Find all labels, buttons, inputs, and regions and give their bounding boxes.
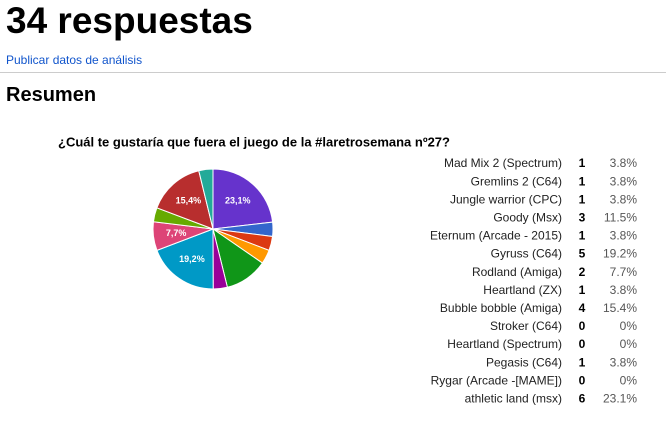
percentage: 3.8%: [610, 192, 638, 206]
response-count: 3: [579, 210, 586, 224]
percentage: 19.2%: [603, 247, 637, 261]
percentage: 23.1%: [603, 391, 637, 405]
percentage: 7.7%: [610, 265, 638, 279]
pie-slice: [198, 168, 214, 230]
legend-label: Heartland (ZX): [483, 283, 562, 297]
legend-label: Gyruss (C64): [491, 247, 562, 261]
pie-slice: [156, 228, 214, 290]
slice-label: 7,7%: [166, 228, 187, 238]
legend-label: Bubble bobble (Amiga): [440, 301, 562, 315]
percentage: 0%: [620, 319, 638, 333]
slice-label: 19,2%: [179, 254, 205, 264]
response-count: 1: [579, 355, 586, 369]
legend-label: athletic land (msx): [465, 391, 562, 405]
percentage: 3.8%: [610, 156, 638, 170]
publish-link[interactable]: Publicar datos de análisis: [6, 53, 143, 67]
percentage: 0%: [620, 337, 638, 351]
response-count: 1: [579, 283, 586, 297]
pie-slice: [212, 168, 274, 230]
percentage: 3.8%: [610, 174, 638, 188]
percentage: 15.4%: [603, 301, 637, 315]
legend-label: Goody (Msx): [493, 210, 562, 224]
legend-label: Heartland (Spectrum): [447, 337, 562, 351]
slice-label: 15,4%: [176, 196, 202, 206]
response-count: 34 respuestas: [6, 0, 253, 41]
pie-slice: [156, 170, 214, 230]
legend-label: Jungle warrior (CPC): [450, 192, 562, 206]
percentage: 3.8%: [610, 283, 638, 297]
legend-label: Rodland (Amiga): [472, 265, 562, 279]
response-count: 1: [579, 229, 586, 243]
legend-label: Stroker (C64): [490, 319, 562, 333]
legend-label: Eternum (Arcade - 2015): [430, 229, 562, 243]
slice-label: 23,1%: [225, 196, 251, 206]
section-title: Resumen: [6, 84, 97, 106]
response-count: 0: [579, 319, 586, 333]
legend-label: Rygar (Arcade -[MAME]): [431, 373, 562, 387]
percentage: 3.8%: [610, 355, 638, 369]
response-count: 1: [579, 174, 586, 188]
response-count: 0: [579, 373, 586, 387]
legend-label: Gremlins 2 (C64): [471, 174, 562, 188]
response-count: 0: [579, 337, 586, 351]
response-count: 1: [579, 192, 586, 206]
response-count: 1: [579, 156, 586, 170]
legend-label: Mad Mix 2 (Spectrum): [444, 156, 562, 170]
chart-title: ¿Cuál te gustaría que fuera el juego de …: [58, 134, 450, 149]
divider: [0, 72, 666, 73]
percentage: 0%: [620, 373, 638, 387]
response-count: 2: [579, 265, 586, 279]
legend-label: Pegasis (C64): [486, 355, 562, 369]
percentage: 3.8%: [610, 229, 638, 243]
response-count: 6: [579, 391, 586, 405]
response-count: 5: [579, 247, 586, 261]
response-count: 4: [579, 301, 586, 315]
percentage: 11.5%: [604, 210, 637, 224]
